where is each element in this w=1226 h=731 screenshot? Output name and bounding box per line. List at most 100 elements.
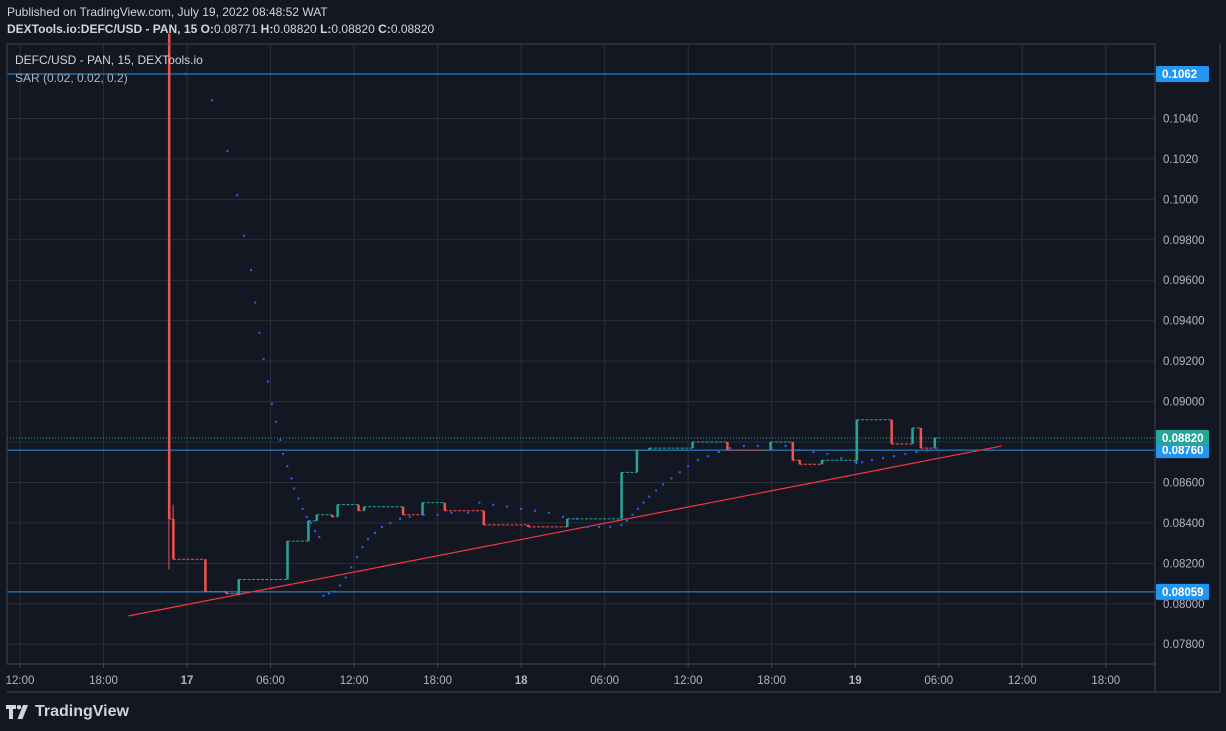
candle-body xyxy=(330,514,334,517)
last-price-label: 0.08820 xyxy=(1162,433,1204,445)
sar-dot xyxy=(478,501,481,504)
sar-dot xyxy=(662,483,665,486)
candle-body xyxy=(286,541,289,580)
candle-body xyxy=(791,442,795,461)
sar-dot xyxy=(687,465,690,468)
candle-body xyxy=(919,427,923,449)
sar-dot xyxy=(270,402,273,405)
sar-dot xyxy=(642,501,645,504)
price-tick-label: 0.09200 xyxy=(1163,356,1205,368)
sar-dot xyxy=(520,507,523,510)
sar-dot xyxy=(266,380,269,383)
sar-dot xyxy=(243,234,246,237)
price-tick-label: 0.07800 xyxy=(1163,639,1205,651)
tradingview-logo-icon xyxy=(6,705,28,719)
high-label: H: xyxy=(260,22,274,36)
ohlc-line: DEXTools.io:DEFC/USD - PAN, 15 O:0.08771… xyxy=(7,22,434,36)
sar-dot xyxy=(717,451,720,454)
time-tick-label: 18:00 xyxy=(89,675,118,687)
price-tick-label: 0.08400 xyxy=(1163,518,1205,530)
time-tick-label: 12:00 xyxy=(340,675,369,687)
sar-dot xyxy=(706,455,709,458)
sar-dot xyxy=(380,525,383,528)
candle-body xyxy=(307,520,310,542)
sar-dot xyxy=(840,457,843,460)
sar-dots xyxy=(183,73,937,597)
sar-dot xyxy=(467,511,470,514)
sar-dot xyxy=(297,497,300,500)
time-tick-label: 12:00 xyxy=(1008,675,1037,687)
sar-dot xyxy=(236,194,239,197)
sar-dot xyxy=(279,438,282,441)
sar-dot xyxy=(893,455,896,458)
price-tick-label: 0.09600 xyxy=(1163,275,1205,287)
sar-dot xyxy=(915,451,918,454)
candle-body xyxy=(225,591,228,594)
price-tick-label: 0.08200 xyxy=(1163,558,1205,570)
series-legend[interactable]: DEFC/USD - PAN, 15, DEXTools.io xyxy=(15,53,203,67)
sar-dot xyxy=(254,301,257,304)
candle-body xyxy=(172,518,175,560)
tradingview-footer[interactable]: TradingView xyxy=(6,703,129,721)
sar-dot xyxy=(934,447,937,450)
sar-dot xyxy=(756,445,759,448)
sar-dot xyxy=(286,465,289,468)
sar-dot xyxy=(728,447,731,450)
candle-body xyxy=(482,510,486,525)
candles xyxy=(167,33,941,595)
trendline-segment xyxy=(128,445,1002,617)
sar-dot xyxy=(422,513,425,516)
sar-dot xyxy=(318,536,321,539)
price-tick-label: 0.09800 xyxy=(1163,235,1205,247)
candle-body xyxy=(933,437,937,449)
sar-dot xyxy=(870,459,873,462)
candle-body xyxy=(443,502,447,511)
indicator-legend[interactable]: SAR (0.02, 0.02, 0.2) xyxy=(15,71,128,85)
time-tick-label: 18:00 xyxy=(757,675,786,687)
symbol-label: DEXTools.io:DEFC/USD - PAN, 15 xyxy=(7,22,198,36)
sar-dot xyxy=(575,517,578,520)
sar-dot xyxy=(670,477,673,480)
sar-dot xyxy=(534,509,537,512)
time-tick-label: 18 xyxy=(515,675,528,687)
candle-body xyxy=(167,33,171,519)
sar-dot xyxy=(309,521,312,524)
sar-dot xyxy=(355,556,358,559)
sar-dot xyxy=(333,590,336,593)
price-line-label: 0.08059 xyxy=(1162,587,1204,599)
sar-dot xyxy=(226,149,229,152)
sar-dot xyxy=(637,507,640,510)
trendline[interactable] xyxy=(128,445,1002,617)
price-tick-label: 0.1040 xyxy=(1163,113,1198,125)
candle-body xyxy=(237,579,241,594)
time-axis[interactable]: 12:00 18:00 17 06:00 12:00 18:00 18 06:00 12:00 1… xyxy=(6,664,1121,687)
time-tick-label: 18:00 xyxy=(1091,675,1120,687)
sar-dot xyxy=(561,515,564,518)
sar-dot xyxy=(305,515,308,518)
sar-dot xyxy=(770,447,773,450)
candle-body xyxy=(890,419,893,445)
sar-dot xyxy=(826,453,829,456)
sar-dot xyxy=(322,594,325,597)
sar-dot xyxy=(798,449,801,452)
sar-dot xyxy=(350,566,353,569)
candle-body xyxy=(798,460,802,465)
sar-dot xyxy=(275,420,278,423)
indicator-legend-label: SAR (0.02, 0.02, 0.2) xyxy=(15,71,128,85)
price-line-label-bg xyxy=(1156,583,1209,600)
sar-dot xyxy=(620,523,623,526)
time-tick-label: 19 xyxy=(849,675,862,687)
sar-dot xyxy=(399,517,402,520)
sar-dot xyxy=(678,471,681,474)
sar-dot xyxy=(492,503,495,506)
sar-dot xyxy=(547,511,550,514)
price-axis[interactable]: 0.1040 0.1020 0.1000 0.09800 0.09600 0.09400 0… xyxy=(1156,66,1209,651)
published-line: Published on TradingView.com, July 19, 2… xyxy=(7,5,328,19)
sar-dot xyxy=(625,519,628,522)
candle-body xyxy=(204,559,207,592)
sar-dot xyxy=(361,546,364,549)
time-tick-label: 06:00 xyxy=(924,675,953,687)
sar-dot xyxy=(328,592,331,595)
sar-dot xyxy=(784,445,787,448)
